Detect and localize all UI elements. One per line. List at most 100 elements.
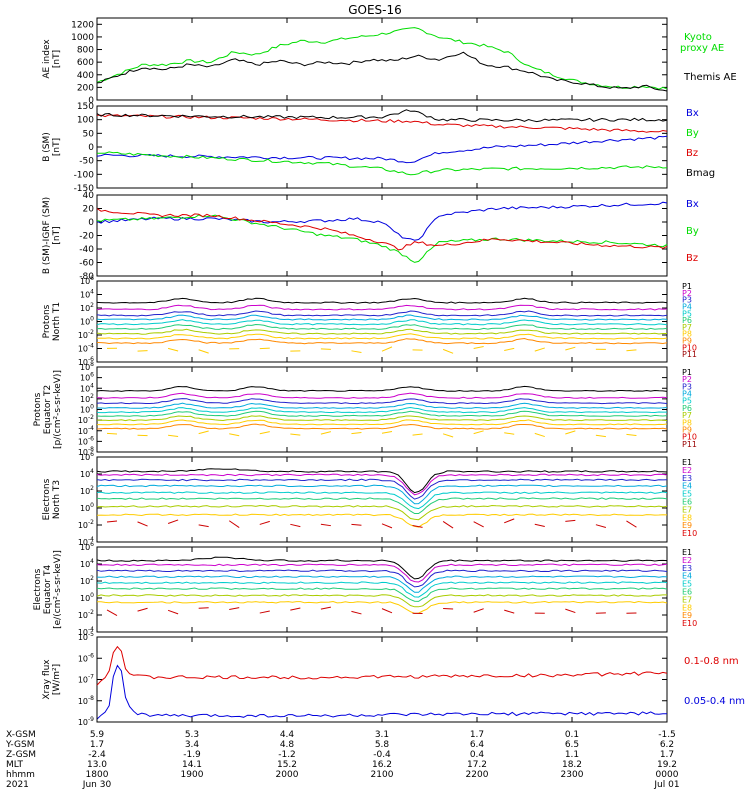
y-tick-label: 10-4 bbox=[78, 626, 94, 637]
y-axis-label: North T3 bbox=[52, 480, 62, 519]
sparse-channel-mark bbox=[228, 520, 240, 528]
channel-line-5 bbox=[96, 406, 667, 414]
channel-line-3 bbox=[96, 569, 668, 588]
axis-table-cell: 0.1 bbox=[565, 730, 579, 740]
axis-table-cell: 19.2 bbox=[657, 760, 677, 770]
axis-table-cell: -1.5 bbox=[658, 730, 676, 740]
panel-frame bbox=[96, 366, 668, 453]
sparse-channel-mark bbox=[504, 518, 515, 524]
sparse-channel-mark bbox=[534, 347, 545, 352]
legend-entry: E9 bbox=[682, 611, 692, 620]
y-axis-label: [nT] bbox=[52, 226, 62, 244]
y-tick-label: 10-6 bbox=[78, 652, 94, 663]
legend-entry: P5 bbox=[682, 397, 692, 406]
axis-table-cell: 15.2 bbox=[277, 760, 297, 770]
legend-entry: P6 bbox=[682, 316, 692, 325]
sparse-channel-mark bbox=[565, 608, 576, 614]
y-tick-label: 10-2 bbox=[78, 414, 94, 425]
axis-table-cell: 4.4 bbox=[280, 730, 295, 740]
panel-b_igrf: -80 -60 -40 -20 0 20 40 B (SM)-IGRF (SM) [nT] Bx B… bbox=[42, 191, 699, 282]
axis-table-cell: 17.2 bbox=[467, 760, 487, 770]
series-line-by bbox=[96, 151, 668, 176]
y-tick-label: 106 bbox=[80, 541, 94, 552]
channel-line-9 bbox=[96, 423, 668, 430]
y-tick-label: -150 bbox=[74, 184, 95, 194]
legend-entry: P2 bbox=[682, 375, 692, 384]
legend-entry: P4 bbox=[682, 302, 692, 311]
sparse-channel-mark bbox=[381, 431, 393, 434]
legend-entry: E2 bbox=[682, 466, 692, 475]
axis-table-cell: -1.9 bbox=[183, 750, 201, 760]
sparse-channel-mark bbox=[351, 432, 362, 435]
axis-table-cell: 5.3 bbox=[185, 730, 199, 740]
y-tick-label: 150 bbox=[77, 102, 94, 112]
axis-table-row-label: Z-GSM bbox=[6, 750, 36, 760]
y-tick-label: -20 bbox=[79, 232, 94, 242]
legend-entry: Themis AE bbox=[683, 72, 737, 83]
series-line-0-1-0-8-nm bbox=[96, 645, 668, 686]
legend-entry: 0.05-0.4 nm bbox=[684, 696, 745, 707]
axis-table-cell: 2000 bbox=[276, 770, 299, 780]
series-line-bx bbox=[96, 201, 668, 241]
y-tick-label: 20 bbox=[83, 205, 95, 215]
axis-table-cell: 16.2 bbox=[372, 760, 392, 770]
axis-table-cell: 1.7 bbox=[470, 730, 484, 740]
y-tick-label: 104 bbox=[80, 382, 94, 393]
legend-entry: Bx bbox=[686, 199, 699, 210]
y-axis-label: North T1 bbox=[52, 302, 62, 341]
y-tick-label: -80 bbox=[79, 272, 94, 282]
channel-line-7 bbox=[96, 415, 668, 422]
chart-title: GOES-16 bbox=[348, 3, 402, 17]
legend-entry: Bz bbox=[686, 148, 698, 159]
y-axis-label: Equator T2 bbox=[43, 385, 53, 434]
channel-line-5 bbox=[96, 491, 668, 510]
legend-entry: E8 bbox=[682, 513, 692, 522]
legend-entry: By bbox=[686, 128, 699, 139]
sparse-channel-mark bbox=[137, 350, 148, 352]
channel-line-4 bbox=[96, 484, 668, 505]
sparse-channel-mark bbox=[595, 524, 607, 529]
y-axis-label: Protons bbox=[33, 392, 43, 426]
y-tick-label: 0 bbox=[88, 96, 94, 106]
y-tick-label: 10-5 bbox=[78, 631, 94, 642]
series-line-0-05-0-4-nm bbox=[96, 664, 668, 720]
y-tick-label: 100 bbox=[80, 592, 94, 603]
channel-line-8 bbox=[97, 419, 668, 426]
channel-line-2 bbox=[96, 304, 668, 311]
axis-table-cell: 5.9 bbox=[90, 730, 105, 740]
axis-table-cell: -1.2 bbox=[278, 750, 296, 760]
sparse-channel-mark bbox=[167, 347, 179, 352]
axis-table-cell: 1.1 bbox=[565, 750, 579, 760]
legend-entry: P10 bbox=[682, 343, 697, 352]
channel-line-6 bbox=[96, 587, 668, 602]
panel-electrons_t4: 10-4 10-2 100 102 104 106 Electrons Equator T4[… bbox=[33, 541, 697, 637]
axis-table-cell: -0.4 bbox=[373, 750, 391, 760]
channel-line-4 bbox=[97, 402, 668, 409]
sparse-channel-mark bbox=[259, 520, 270, 525]
channel-line-4 bbox=[96, 314, 668, 321]
y-tick-label: 40 bbox=[83, 191, 95, 201]
legend-entry: P4 bbox=[682, 390, 692, 399]
channel-line-4 bbox=[96, 575, 668, 593]
y-tick-label: 100 bbox=[77, 116, 94, 126]
legend-entry: E8 bbox=[682, 603, 692, 612]
legend-entry: E4 bbox=[682, 572, 692, 581]
channel-line-8 bbox=[96, 513, 668, 528]
axis-table-cell: 1800 bbox=[86, 770, 109, 780]
y-tick-label: 10-9 bbox=[78, 716, 94, 727]
sparse-channel-mark bbox=[167, 519, 179, 524]
y-tick-label: 100 bbox=[80, 316, 94, 327]
series-line-bz bbox=[96, 208, 668, 251]
sparse-channel-mark bbox=[504, 432, 515, 435]
legend-entry: P8 bbox=[682, 330, 692, 339]
legend-entry: Bx bbox=[686, 108, 699, 119]
legend-entry: E6 bbox=[682, 498, 692, 507]
y-tick-label: 100 bbox=[80, 502, 94, 513]
axis-table-cell: 6.2 bbox=[660, 740, 674, 750]
y-tick-label: 106 bbox=[80, 451, 94, 462]
legend-entry: E5 bbox=[682, 490, 692, 499]
y-axis-label: Xray flux bbox=[42, 659, 52, 700]
sparse-channel-mark bbox=[198, 430, 209, 435]
